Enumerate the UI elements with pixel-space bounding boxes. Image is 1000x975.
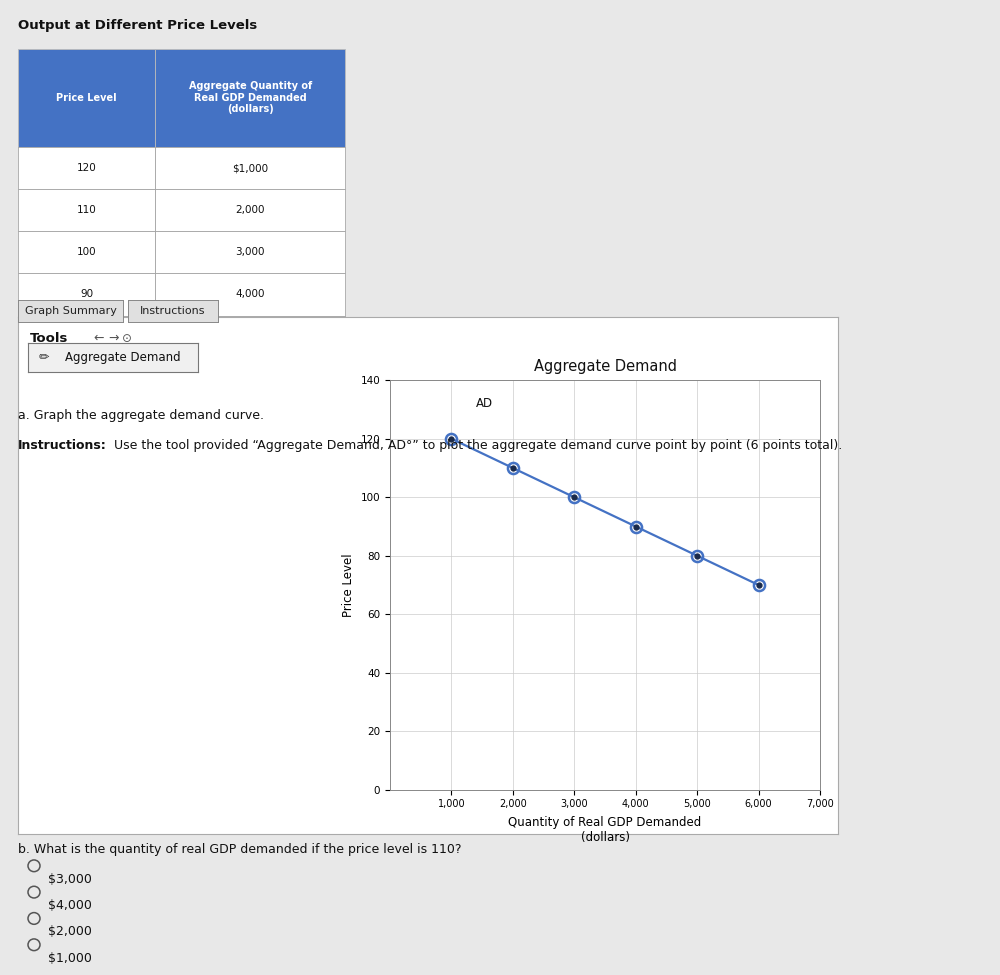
Y-axis label: Price Level: Price Level: [342, 553, 355, 617]
Text: 3,000: 3,000: [235, 248, 265, 257]
Text: 80: 80: [80, 332, 93, 341]
Text: ←: ←: [93, 332, 104, 344]
Text: 100: 100: [77, 248, 96, 257]
FancyBboxPatch shape: [155, 273, 345, 316]
Text: ✏: ✏: [38, 351, 49, 365]
Text: Output at Different Price Levels: Output at Different Price Levels: [18, 20, 257, 32]
Text: b. What is the quantity of real GDP demanded if the price level is 110?: b. What is the quantity of real GDP dema…: [18, 843, 462, 856]
FancyBboxPatch shape: [155, 231, 345, 273]
Text: 4,000: 4,000: [235, 290, 265, 299]
Text: AD: AD: [476, 397, 493, 410]
Text: 110: 110: [77, 205, 97, 215]
Text: $3,000: $3,000: [48, 873, 92, 885]
Text: Aggregate Demand: Aggregate Demand: [65, 351, 181, 365]
Text: $4,000: $4,000: [48, 899, 92, 912]
Text: Instructions:: Instructions:: [18, 439, 107, 451]
Title: Aggregate Demand: Aggregate Demand: [534, 359, 676, 373]
Text: 70: 70: [80, 373, 93, 384]
Text: $1,000: $1,000: [48, 952, 92, 964]
FancyBboxPatch shape: [155, 189, 345, 231]
FancyBboxPatch shape: [18, 49, 155, 147]
FancyBboxPatch shape: [18, 358, 155, 400]
Text: 120: 120: [77, 163, 97, 174]
X-axis label: Quantity of Real GDP Demanded
(dollars): Quantity of Real GDP Demanded (dollars): [508, 816, 702, 844]
FancyBboxPatch shape: [18, 231, 155, 273]
Text: →: →: [108, 332, 119, 344]
FancyBboxPatch shape: [18, 147, 155, 189]
Text: Price Level: Price Level: [56, 93, 117, 103]
Text: ⊙: ⊙: [122, 332, 132, 344]
FancyBboxPatch shape: [155, 49, 345, 147]
FancyBboxPatch shape: [155, 147, 345, 189]
Text: Graph Summary: Graph Summary: [25, 306, 116, 316]
Text: $2,000: $2,000: [48, 925, 92, 938]
FancyBboxPatch shape: [155, 358, 345, 400]
FancyBboxPatch shape: [18, 316, 155, 358]
FancyBboxPatch shape: [18, 189, 155, 231]
Text: $1,000: $1,000: [232, 163, 268, 174]
Text: Instructions: Instructions: [140, 306, 206, 316]
Text: a. Graph the aggregate demand curve.: a. Graph the aggregate demand curve.: [18, 410, 264, 422]
Text: 2,000: 2,000: [235, 205, 265, 215]
Text: 5,000: 5,000: [235, 332, 265, 341]
Text: 90: 90: [80, 290, 93, 299]
Text: Tools: Tools: [30, 332, 68, 344]
Text: Aggregate Quantity of
Real GDP Demanded
(dollars): Aggregate Quantity of Real GDP Demanded …: [189, 81, 312, 114]
FancyBboxPatch shape: [18, 273, 155, 316]
FancyBboxPatch shape: [155, 316, 345, 358]
Text: 6,000: 6,000: [235, 373, 265, 384]
Text: Use the tool provided “Aggregate Demand, AD°” to plot the aggregate demand curve: Use the tool provided “Aggregate Demand,…: [110, 439, 842, 451]
